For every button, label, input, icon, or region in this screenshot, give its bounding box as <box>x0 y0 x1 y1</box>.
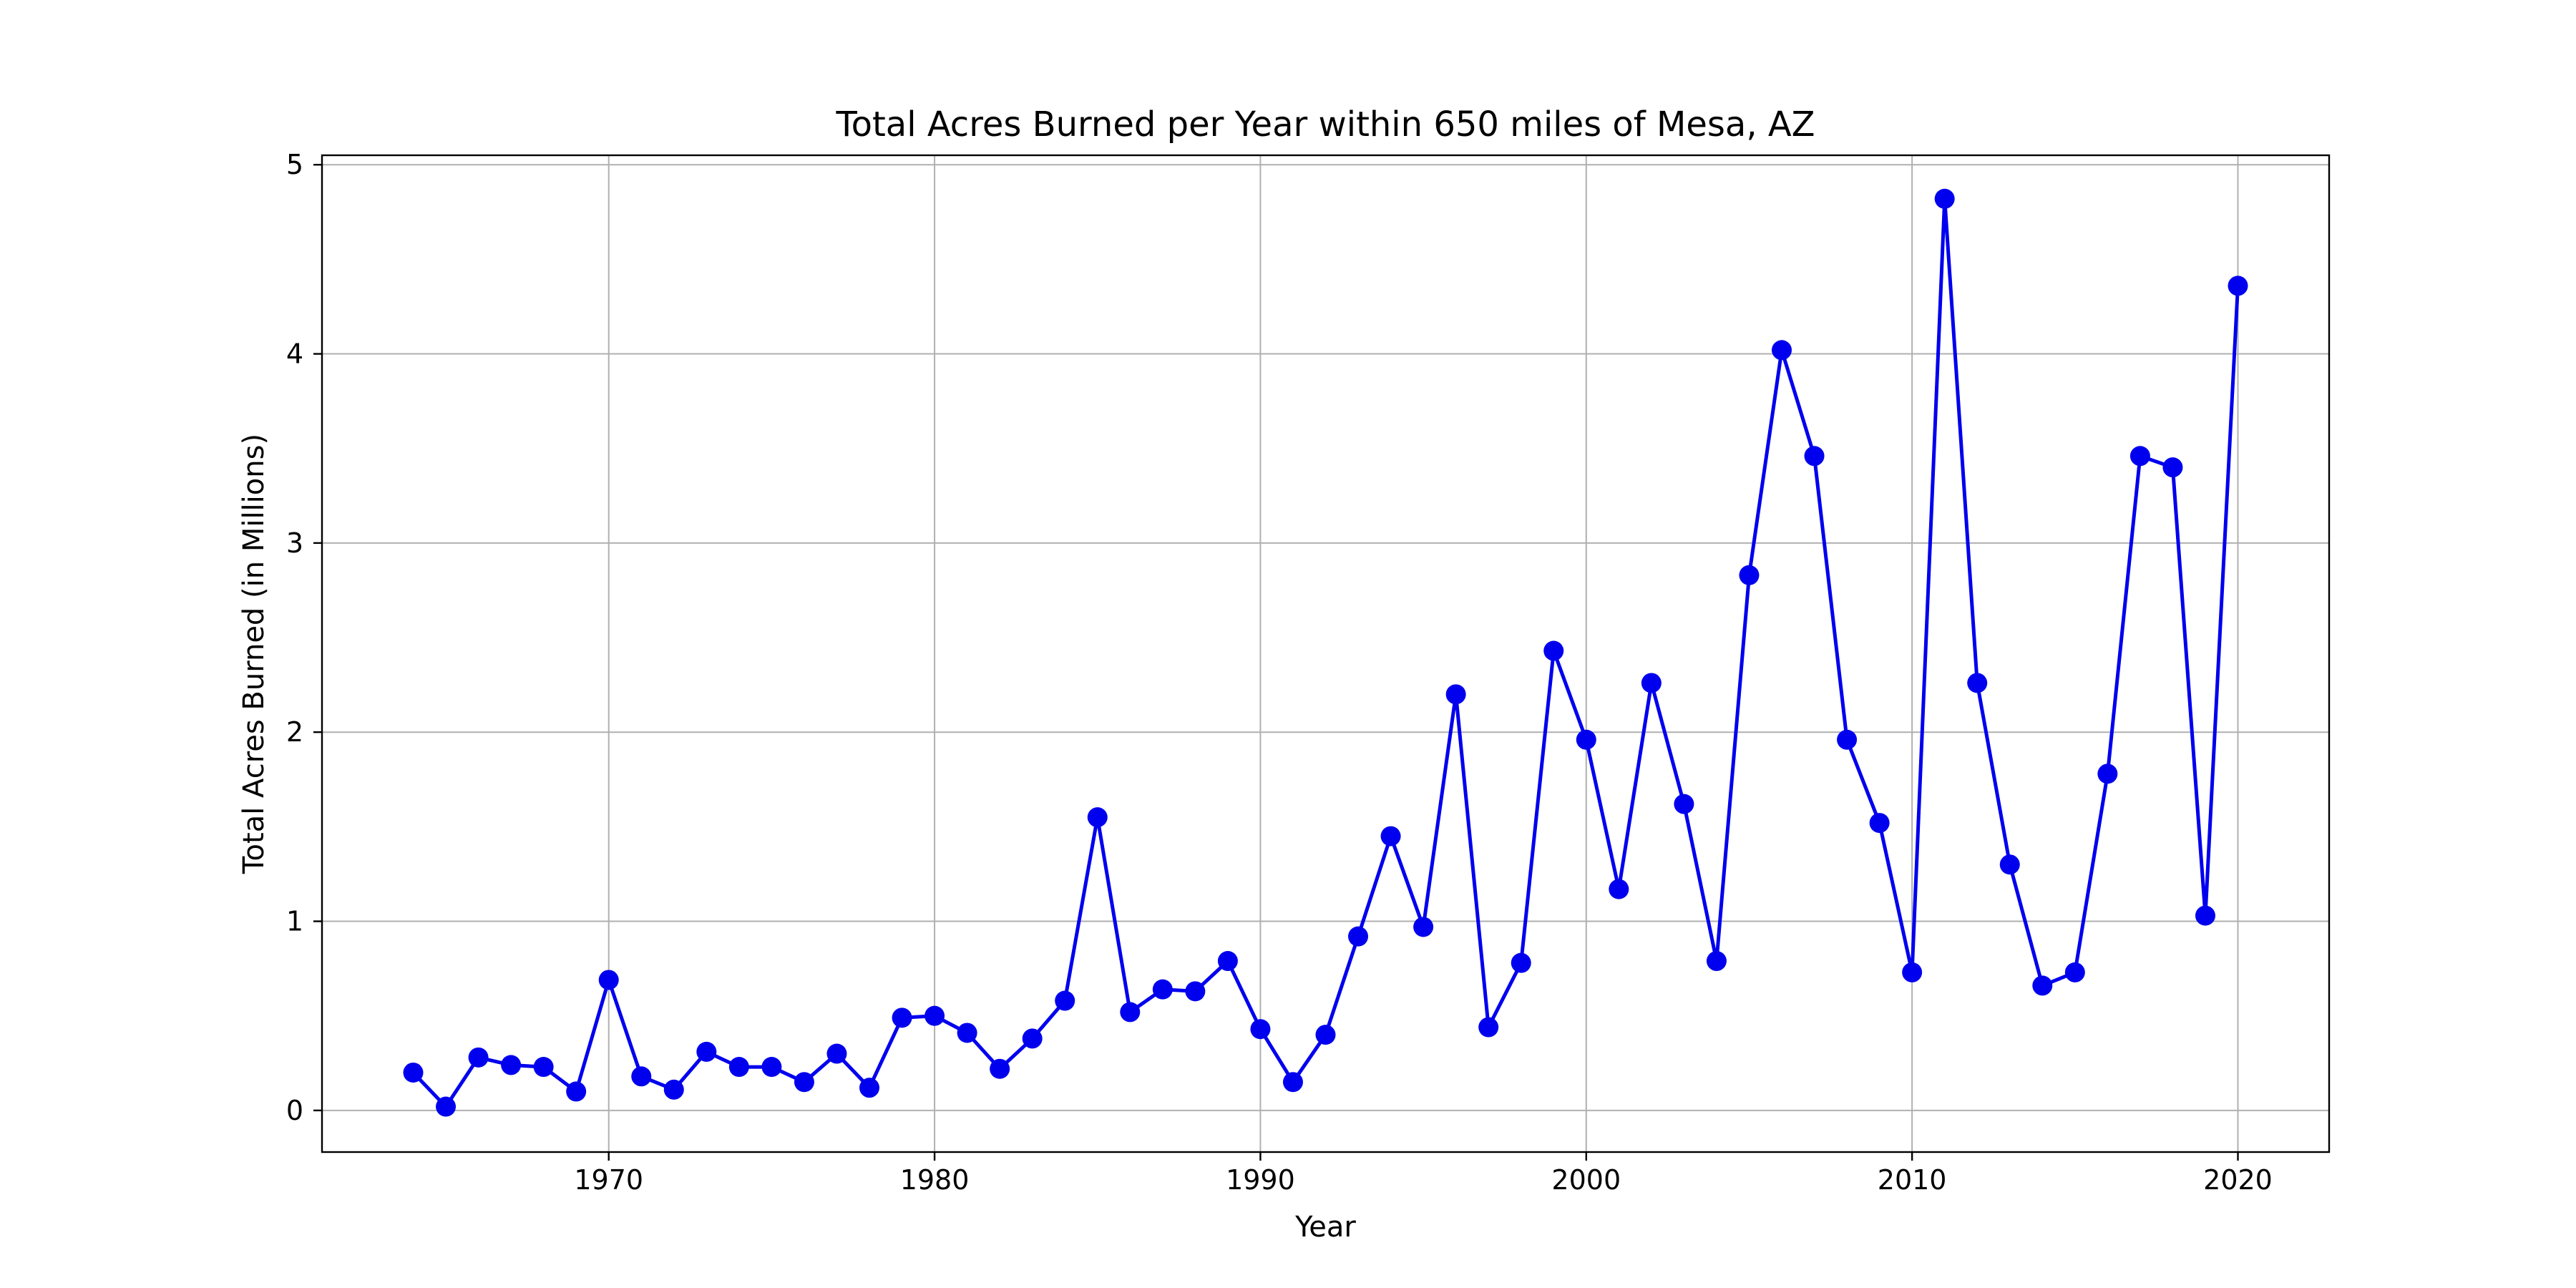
data-point <box>1217 951 1238 972</box>
data-point <box>1087 807 1108 828</box>
x-tick-label: 2010 <box>1878 1164 1947 1196</box>
y-tick-label: 2 <box>286 716 303 748</box>
data-point <box>2032 975 2053 996</box>
data-point <box>794 1072 814 1093</box>
data-point <box>1902 962 1923 982</box>
x-tick-label: 1970 <box>574 1164 643 1196</box>
x-tick-label: 1990 <box>1226 1164 1295 1196</box>
y-tick-label: 5 <box>286 149 303 180</box>
data-point <box>1022 1028 1043 1049</box>
data-point <box>1706 951 1727 972</box>
data-point <box>1120 1002 1141 1023</box>
data-point <box>403 1062 424 1083</box>
data-point <box>2162 457 2183 478</box>
data-point <box>1250 1019 1271 1040</box>
data-point <box>663 1079 684 1100</box>
data-point <box>859 1078 879 1098</box>
data-point <box>1413 917 1434 937</box>
data-point <box>1185 981 1206 1002</box>
data-point <box>631 1066 652 1087</box>
data-point <box>2129 446 2150 467</box>
data-point <box>1282 1072 1303 1093</box>
data-point <box>1315 1025 1336 1045</box>
data-point <box>1739 565 1760 585</box>
plot-frame <box>321 154 2331 1153</box>
data-point <box>696 1041 717 1062</box>
data-point <box>1445 684 1466 705</box>
data-point <box>1055 990 1075 1011</box>
data-point <box>1999 854 2020 875</box>
chart-title: Total Acres Burned per Year within 650 m… <box>835 104 1815 145</box>
data-point <box>728 1057 749 1078</box>
data-point <box>1380 826 1401 847</box>
data-point <box>2097 763 2118 784</box>
data-point <box>1576 729 1596 750</box>
data-point <box>436 1096 457 1117</box>
data-point <box>1478 1017 1499 1038</box>
data-point <box>826 1043 847 1064</box>
data-point <box>1641 673 1662 693</box>
x-tick-label: 1980 <box>900 1164 970 1196</box>
x-axis-label: Year <box>1294 1211 1356 1244</box>
data-point <box>2195 905 2215 926</box>
data-point <box>566 1081 587 1102</box>
data-point <box>761 1057 782 1078</box>
data-point <box>1511 952 1531 973</box>
x-tick-label: 2020 <box>2203 1164 2273 1196</box>
data-point <box>1837 729 1858 750</box>
grid <box>322 155 2329 1152</box>
y-tick-label: 0 <box>286 1095 303 1126</box>
data-point <box>1934 188 1955 209</box>
data-point <box>1804 446 1825 467</box>
data-point <box>468 1047 489 1068</box>
data-point <box>1772 340 1792 361</box>
data-point <box>533 1057 554 1078</box>
data-point <box>1869 813 1890 834</box>
y-tick-label: 4 <box>286 338 303 370</box>
data-point <box>1348 926 1369 947</box>
data-point <box>892 1008 912 1028</box>
y-tick-label: 3 <box>286 527 303 559</box>
data-point <box>924 1005 945 1026</box>
data-point <box>1609 879 1629 899</box>
y-axis-label: Total Acres Burned (in Millions) <box>238 434 270 874</box>
data-point <box>501 1055 522 1075</box>
axis-ticks: 1970 1980 1990 2000 2010 2020 0 1 2 3 4 5 <box>286 149 2273 1196</box>
x-tick-label: 2000 <box>1551 1164 1621 1196</box>
data-point <box>1543 640 1564 661</box>
y-tick-label: 1 <box>286 906 303 937</box>
data-point <box>598 970 619 990</box>
data-point <box>990 1058 1010 1079</box>
data-point <box>1674 794 1694 814</box>
data-series <box>403 188 2248 1117</box>
data-point <box>2228 275 2248 296</box>
data-point <box>1967 673 1988 693</box>
data-point <box>1152 979 1173 1000</box>
data-point <box>957 1023 977 1043</box>
data-point <box>2064 962 2085 982</box>
